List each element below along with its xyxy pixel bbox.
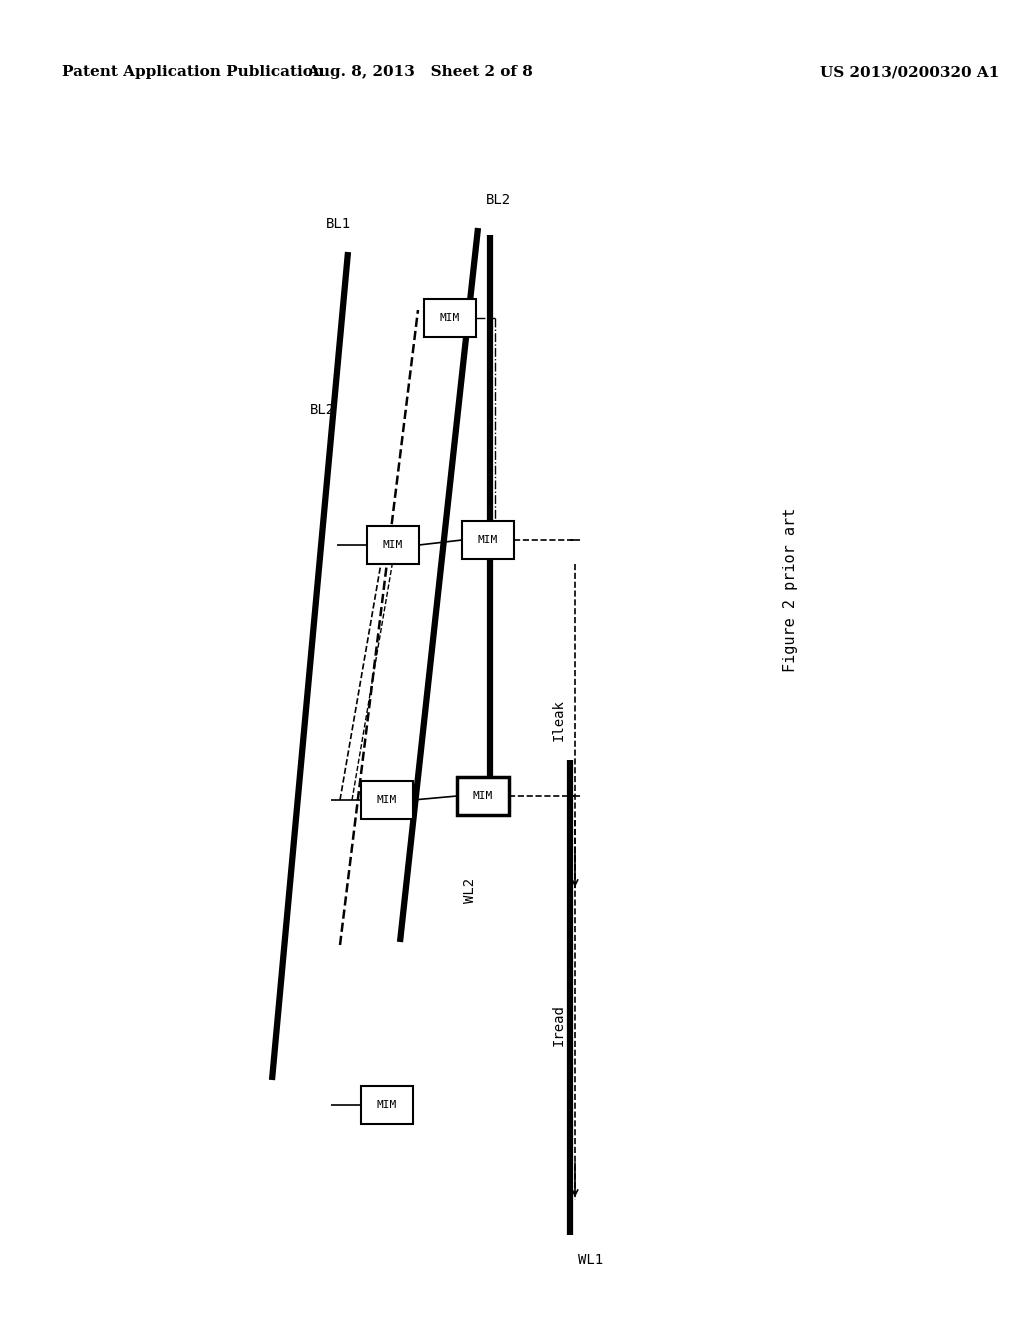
Bar — [462, 521, 514, 558]
Bar — [457, 777, 509, 814]
Text: Patent Application Publication: Patent Application Publication — [62, 65, 324, 79]
Bar — [424, 300, 476, 337]
Text: Iread: Iread — [552, 1005, 566, 1045]
Text: MIM: MIM — [478, 535, 498, 545]
Text: Ileak: Ileak — [552, 700, 566, 741]
Text: MIM: MIM — [440, 313, 460, 323]
Text: MIM: MIM — [377, 1100, 397, 1110]
Bar — [361, 1086, 413, 1125]
Text: BL1: BL1 — [326, 216, 350, 231]
Bar — [367, 525, 419, 564]
Text: WL2: WL2 — [463, 878, 477, 903]
Text: MIM: MIM — [377, 795, 397, 805]
Text: US 2013/0200320 A1: US 2013/0200320 A1 — [820, 65, 999, 79]
Text: WL1: WL1 — [578, 1253, 603, 1267]
Text: BL2: BL2 — [486, 193, 511, 207]
Text: Figure 2 prior art: Figure 2 prior art — [782, 508, 798, 672]
Text: BL2: BL2 — [310, 403, 335, 417]
Text: Aug. 8, 2013   Sheet 2 of 8: Aug. 8, 2013 Sheet 2 of 8 — [307, 65, 532, 79]
Bar — [361, 781, 413, 818]
Text: MIM: MIM — [383, 540, 403, 550]
Text: MIM: MIM — [473, 791, 494, 801]
